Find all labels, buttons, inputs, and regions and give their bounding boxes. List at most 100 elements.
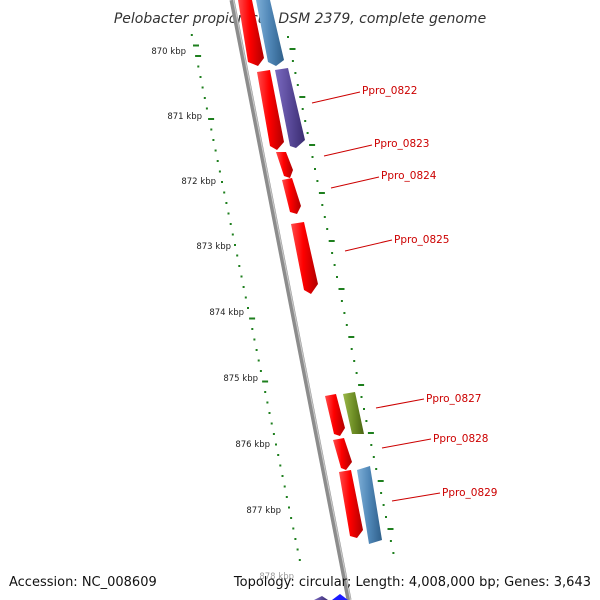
outer-dot: [331, 252, 334, 254]
sequence-backbone: [229, 0, 352, 600]
gc-dot: [247, 307, 249, 309]
outer-dot: [370, 444, 373, 446]
tick-label: 876 kbp: [235, 440, 270, 450]
tick-label: 873 kbp: [196, 242, 231, 252]
outer-dot: [382, 504, 385, 506]
gc-dot: [240, 275, 243, 278]
gc-dot: [285, 496, 288, 498]
topology-text: Topology: circular; Length: 4,008,000 bp…: [233, 575, 591, 590]
gc-dot: [262, 380, 269, 383]
gene-feature[interactable]: [343, 392, 364, 434]
gc-dot: [292, 527, 295, 530]
gc-dot: [197, 65, 200, 68]
tick-label: 874 kbp: [209, 308, 244, 318]
gene-feature[interactable]: [332, 594, 348, 600]
outer-dot: [299, 96, 306, 98]
gene-label[interactable]: Ppro_0824: [381, 170, 437, 182]
outer-dot: [353, 360, 356, 362]
gene-feature[interactable]: [282, 178, 301, 214]
outer-dot: [345, 324, 348, 326]
outer-dot: [289, 48, 296, 50]
outer-dot: [348, 336, 355, 338]
gc-dot: [281, 475, 284, 477]
gene-feature[interactable]: [275, 68, 305, 148]
gene-label[interactable]: Ppro_0828: [433, 433, 488, 445]
gene-feature[interactable]: [339, 470, 363, 538]
outer-dot: [296, 84, 299, 86]
gc-dot: [257, 359, 260, 362]
tick-label: 878 kbp: [259, 572, 294, 582]
gene-label[interactable]: Ppro_0829: [442, 487, 497, 499]
outer-dot: [380, 492, 383, 494]
gc-dot: [244, 296, 247, 299]
outer-dot: [328, 240, 335, 242]
outer-dot: [363, 408, 365, 410]
outer-dot: [385, 516, 387, 518]
accession-text: Accession: NC_008609: [9, 575, 157, 590]
gene-feature[interactable]: [276, 152, 293, 178]
gc-dot: [242, 286, 245, 288]
tick-label: 870 kbp: [151, 47, 186, 57]
gene-feature[interactable]: [325, 394, 345, 436]
gc-dot: [216, 160, 219, 162]
gene-labels: Ppro_0822 Ppro_0823 Ppro_0824 Ppro_0825 …: [362, 85, 497, 499]
gc-content-track: [190, 34, 301, 561]
gc-dot: [208, 118, 215, 120]
outer-dot: [291, 60, 294, 62]
gc-dot: [290, 517, 293, 519]
outer-dot: [392, 552, 395, 554]
map-title: Pelobacter propionicus DSM 2379, complet…: [114, 11, 486, 27]
gc-dot: [203, 97, 206, 99]
gene-label[interactable]: Ppro_0822: [362, 85, 417, 97]
outer-dot: [336, 276, 338, 278]
outer-dot: [375, 468, 378, 470]
gene-feature[interactable]: [314, 596, 328, 600]
outer-dot: [360, 396, 363, 398]
gene-label[interactable]: Ppro_0827: [426, 393, 481, 405]
outer-dot: [350, 348, 353, 350]
gene-feature[interactable]: [256, 0, 284, 66]
outer-dot: [306, 132, 309, 134]
outer-dot: [358, 384, 365, 386]
tick-label: 871 kbp: [167, 112, 202, 122]
gc-dot: [212, 139, 215, 141]
outer-dot: [287, 36, 289, 38]
gc-dot: [270, 422, 273, 425]
gene-features: [238, 0, 382, 600]
gene-label[interactable]: Ppro_0823: [374, 138, 429, 150]
gc-dot: [201, 86, 204, 89]
outer-dot: [326, 228, 329, 230]
outer-dot: [340, 300, 343, 302]
gc-dot: [294, 538, 297, 540]
gc-dot: [223, 191, 226, 194]
gc-dot: [253, 338, 256, 341]
gc-dot: [268, 412, 271, 414]
gene-label[interactable]: Ppro_0825: [394, 234, 449, 246]
gc-dot: [264, 391, 267, 393]
gene-feature[interactable]: [333, 438, 352, 470]
outer-dot: [377, 480, 384, 482]
outer-dot: [367, 432, 374, 434]
gc-dot: [229, 223, 232, 225]
outer-dot: [343, 312, 346, 314]
gc-dot: [199, 76, 202, 78]
outer-dot: [294, 72, 297, 74]
gc-dot: [288, 506, 290, 509]
outer-dot: [323, 216, 326, 218]
gc-dot: [221, 181, 223, 183]
gene-feature[interactable]: [238, 0, 264, 66]
gc-dot: [225, 202, 228, 204]
gene-feature[interactable]: [291, 222, 318, 294]
gc-dot: [205, 107, 208, 110]
gc-dot: [238, 265, 241, 267]
gc-dot: [214, 149, 217, 152]
outer-dot: [318, 192, 325, 194]
gc-dot: [259, 370, 262, 372]
outer-dot: [365, 420, 368, 422]
outer-dot: [355, 372, 358, 374]
gc-dot: [277, 454, 280, 456]
gene-feature[interactable]: [257, 70, 284, 150]
gene-feature[interactable]: [357, 466, 382, 544]
